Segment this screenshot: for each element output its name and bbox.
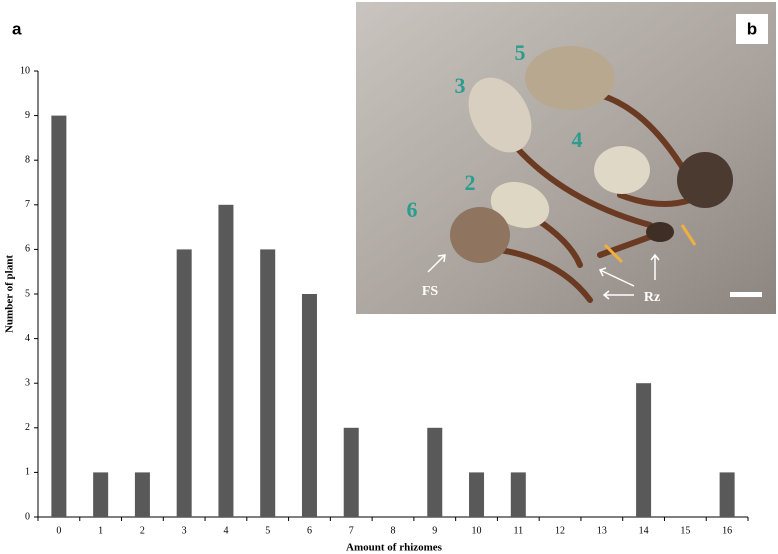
x-tick-label: 14	[639, 525, 649, 536]
x-tick-label: 12	[555, 525, 565, 536]
x-tick-label: 1	[98, 525, 103, 536]
tuber	[490, 181, 550, 229]
photo-label: Rz	[644, 290, 660, 305]
tuber	[525, 46, 615, 110]
bar	[427, 427, 443, 517]
x-tick-label: 3	[182, 525, 187, 536]
bar	[176, 249, 192, 517]
photo-label: 2	[465, 170, 476, 195]
panel-label-box	[736, 14, 768, 44]
tuber	[594, 146, 650, 194]
bar	[719, 472, 735, 517]
x-tick-label: 8	[391, 525, 396, 536]
y-tick-label: 0	[25, 511, 30, 522]
bar	[260, 249, 276, 517]
y-tick-label: 4	[25, 333, 30, 344]
bar	[301, 294, 317, 517]
x-tick-label: 10	[472, 525, 482, 536]
photo: b 6 2 3 5 4 FS Rz	[356, 2, 776, 314]
photo-label: 4	[572, 127, 583, 152]
photo-label: 5	[515, 40, 526, 65]
arrows	[427, 253, 660, 300]
tuber	[468, 77, 532, 153]
photo-label: FS	[422, 284, 439, 299]
bar	[93, 472, 109, 517]
x-tick-label: 6	[307, 525, 312, 536]
tuber	[450, 207, 510, 263]
y-tick-label: 5	[25, 288, 30, 299]
x-tick-label: 2	[140, 525, 145, 536]
x-tick-label: 11	[513, 525, 523, 536]
x-tick-label: 13	[597, 525, 607, 536]
panel-label: a	[12, 19, 22, 38]
bar	[343, 427, 359, 517]
x-axis-title: Amount of rhizomes	[346, 542, 443, 554]
bar	[51, 115, 67, 517]
panel-label: b	[747, 19, 757, 38]
x-tick-label: 7	[349, 525, 354, 536]
x-tick-label: 4	[223, 525, 228, 536]
root-mass	[646, 222, 674, 242]
bar	[510, 472, 526, 517]
x-tick-label: 9	[432, 525, 437, 536]
x-tick-label: 16	[722, 525, 732, 536]
x-tick-label: 15	[680, 525, 690, 536]
x-tick-label: 0	[56, 525, 61, 536]
y-tick-label: 8	[25, 154, 30, 165]
y-tick-label: 10	[20, 65, 30, 76]
y-tick-label: 3	[25, 377, 30, 388]
cut-mark	[603, 243, 624, 264]
root-mass	[677, 152, 733, 208]
photo-label: 3	[455, 73, 466, 98]
bar	[218, 204, 234, 518]
cut-mark	[680, 224, 697, 246]
y-tick-label: 9	[25, 110, 30, 121]
y-tick-label: 6	[25, 244, 30, 255]
bar	[469, 472, 485, 517]
y-axis-title: Number of plant	[4, 255, 16, 333]
bar	[134, 472, 150, 517]
x-tick-label: 5	[265, 525, 270, 536]
y-tick-label: 2	[25, 422, 30, 433]
y-tick-label: 1	[25, 467, 30, 478]
scale-bar	[730, 292, 762, 297]
bar	[636, 383, 652, 517]
y-tick-label: 7	[25, 199, 30, 210]
photo-label: 6	[407, 197, 418, 222]
